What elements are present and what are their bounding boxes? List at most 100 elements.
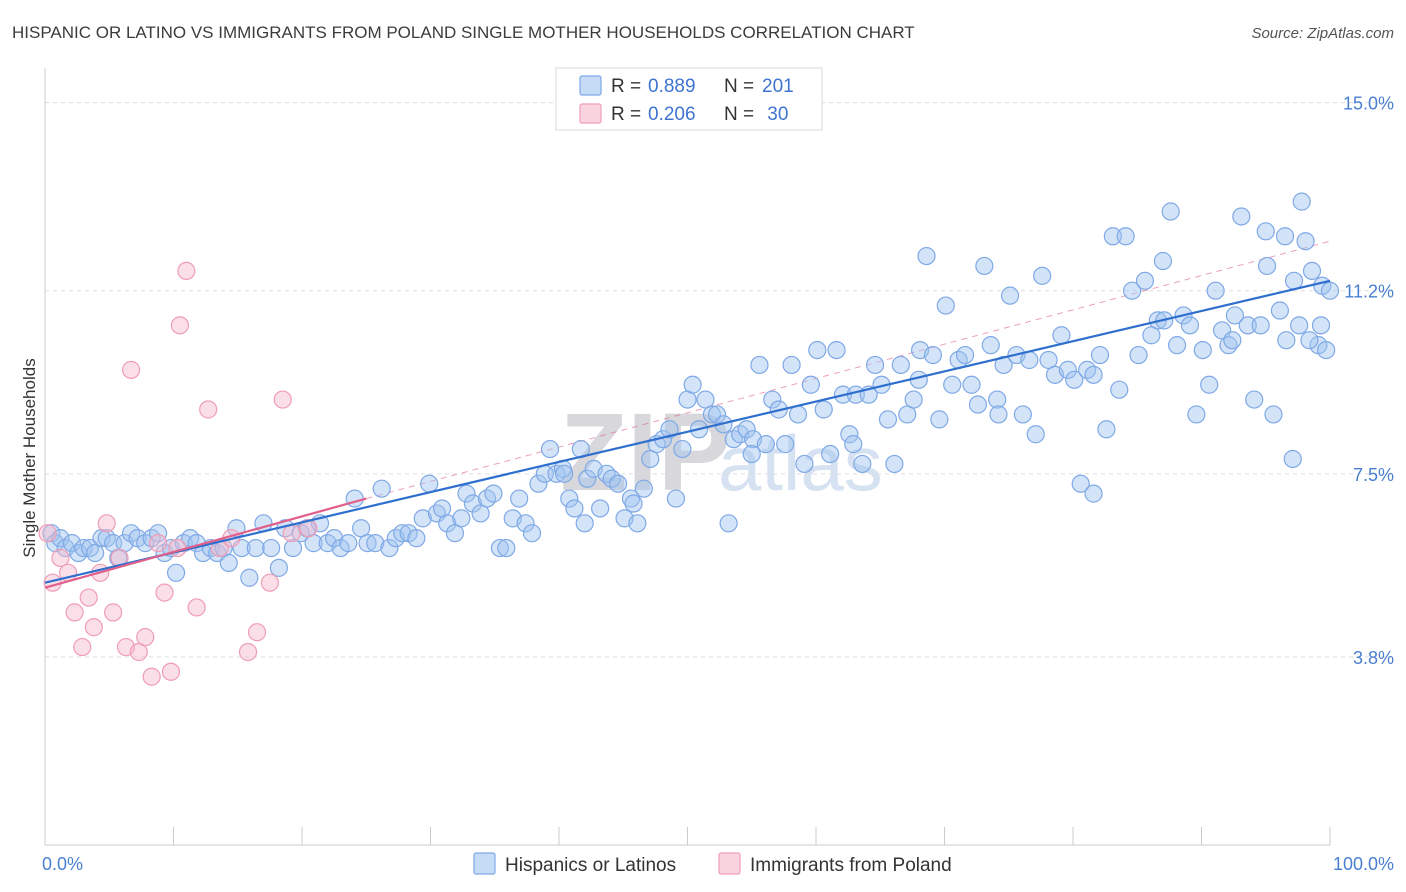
point-hispanics — [776, 435, 795, 454]
point-hispanics — [219, 553, 238, 573]
point-hispanics — [62, 534, 82, 553]
point-hispanics — [575, 514, 594, 533]
point-hispanics — [609, 474, 628, 493]
point-hispanics — [463, 494, 483, 513]
x-tick-label-min: 0.0% — [42, 854, 83, 874]
point-poland — [177, 261, 196, 281]
point-hispanics — [1275, 227, 1295, 246]
point-hispanics — [891, 355, 910, 375]
point-hispanics — [74, 538, 93, 558]
point-hispanics — [1200, 375, 1219, 394]
point-poland — [161, 662, 181, 681]
point-hispanics — [438, 514, 457, 533]
point-hispanics — [420, 474, 439, 493]
y-tick-label: 7.5% — [1353, 465, 1394, 485]
point-hispanics — [827, 340, 846, 360]
point-hispanics — [808, 340, 827, 360]
stats-legend-r-label-2: R = — [611, 104, 641, 125]
stats-legend-r-value-2: 0.206 — [648, 104, 696, 125]
point-hispanics — [1238, 316, 1257, 335]
point-poland — [65, 603, 84, 622]
point-hispanics — [1292, 192, 1311, 211]
point-hispanics — [1251, 316, 1270, 335]
point-hispanics — [366, 534, 385, 553]
x-tick-label-max: 100.0% — [1333, 854, 1394, 874]
point-hispanics — [621, 489, 641, 508]
point-hispanics — [702, 405, 722, 424]
point-hispanics — [1256, 222, 1275, 241]
point-hispanics — [840, 425, 859, 444]
point-hispanics — [975, 256, 994, 276]
point-hispanics — [393, 524, 412, 543]
data-points — [38, 192, 1340, 686]
point-hispanics — [1097, 420, 1116, 439]
point-hispanics — [1153, 251, 1173, 271]
legend-swatch-poland — [718, 852, 741, 875]
stats-legend-r-value-1: 0.889 — [648, 76, 696, 97]
point-hispanics — [756, 435, 775, 454]
point-hispanics — [814, 400, 833, 419]
point-hispanics — [624, 494, 643, 513]
point-hispanics — [540, 439, 560, 459]
trend-line-poland-extrapolated — [366, 240, 1331, 500]
stats-legend-n-value-2: 30 — [762, 104, 788, 125]
point-hispanics — [1033, 266, 1052, 285]
point-hispanics — [1270, 301, 1289, 320]
point-hispanics — [1277, 331, 1296, 350]
point-poland — [247, 623, 267, 642]
y-tick-label: 15.0% — [1343, 94, 1394, 114]
point-poland — [142, 667, 161, 686]
point-hispanics — [1065, 370, 1084, 389]
point-hispanics — [719, 514, 738, 533]
point-poland — [260, 573, 279, 592]
point-hispanics — [1245, 390, 1264, 409]
point-hispanics — [166, 563, 186, 582]
point-hispanics — [1129, 345, 1148, 365]
point-hispanics — [866, 355, 885, 375]
series-legend: Hispanics or Latinos Immigrants from Pol… — [473, 852, 952, 876]
point-hispanics — [1000, 286, 1020, 305]
point-hispanics — [358, 534, 377, 553]
point-poland — [73, 637, 92, 657]
point-hispanics — [1232, 207, 1251, 226]
watermark-atlas: atlas — [718, 419, 883, 507]
point-hispanics — [788, 405, 808, 424]
stats-legend-n-value-1: 201 — [762, 76, 794, 97]
point-hispanics — [1026, 425, 1045, 444]
point-poland — [273, 390, 292, 409]
point-hispanics — [246, 538, 265, 558]
point-hispanics — [782, 355, 801, 375]
point-hispanics — [1135, 271, 1155, 290]
y-axis-label: Single Mother Households — [20, 358, 39, 557]
stats-legend-swatch-blue — [579, 75, 602, 96]
point-hispanics — [1317, 340, 1336, 360]
point-poland — [136, 628, 155, 647]
point-hispanics — [1223, 331, 1242, 350]
point-hispanics — [148, 524, 168, 543]
point-hispanics — [988, 390, 1007, 409]
point-hispanics — [962, 375, 981, 394]
stats-legend-r-label-1: R = — [611, 76, 641, 97]
point-poland — [79, 588, 98, 607]
point-hispanics — [1206, 281, 1225, 300]
point-hispanics — [1013, 405, 1032, 424]
point-hispanics — [560, 489, 579, 508]
point-hispanics — [1110, 380, 1129, 399]
point-hispanics — [844, 435, 863, 454]
point-hispanics — [490, 538, 509, 558]
point-hispanics — [1167, 336, 1187, 355]
point-hispanics — [989, 405, 1008, 424]
point-hispanics — [1320, 281, 1340, 300]
point-hispanics — [516, 514, 535, 533]
point-hispanics — [1116, 227, 1135, 246]
point-hispanics — [1084, 365, 1103, 384]
point-poland — [97, 514, 116, 533]
stats-legend-n-label-1: N = — [724, 76, 754, 97]
point-hispanics — [1103, 227, 1122, 246]
legend-label-hispanics: Hispanics or Latinos — [505, 855, 676, 876]
point-hispanics — [407, 529, 426, 548]
trend-line-poland — [44, 497, 367, 589]
point-hispanics — [240, 568, 259, 587]
point-hispanics — [885, 454, 904, 474]
